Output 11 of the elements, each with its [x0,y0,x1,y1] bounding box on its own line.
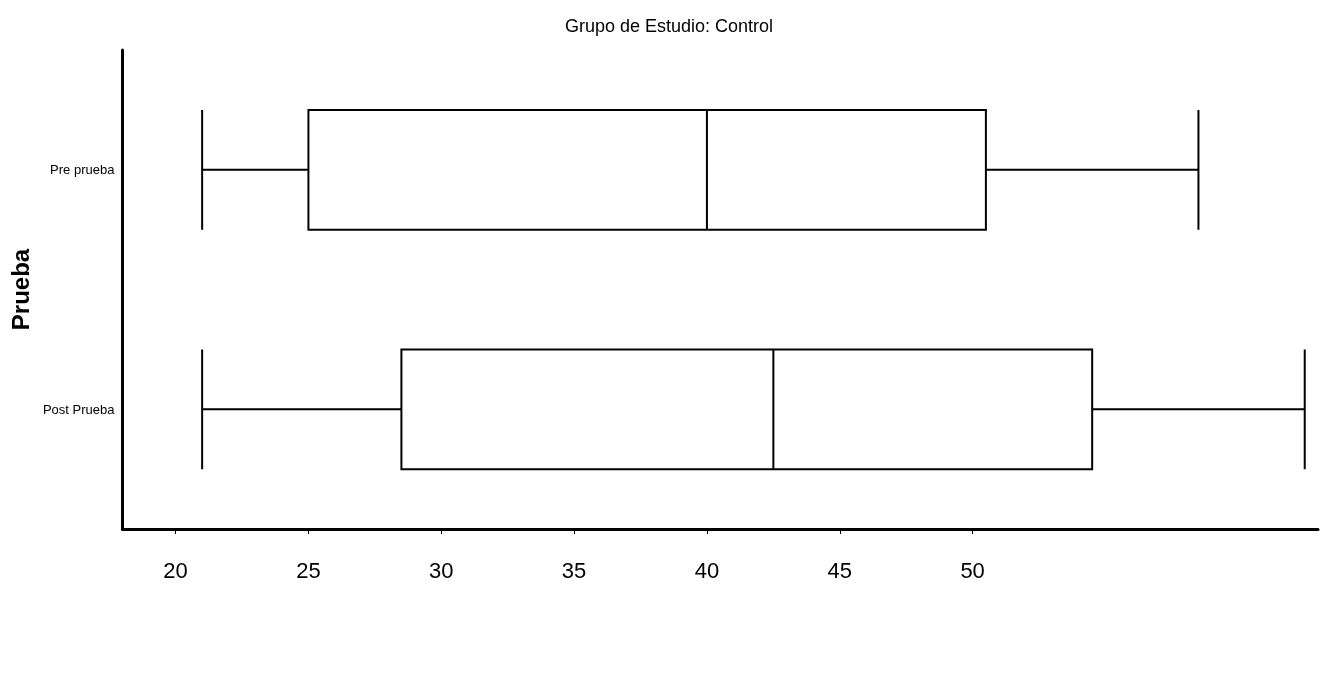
x-tick-label: 40 [694,557,720,583]
x-tick-label: 20 [163,557,188,583]
y-tick-label: Post Prueba [42,401,116,417]
x-tick-label: 50 [960,557,985,583]
x-tick-label: 30 [429,557,454,583]
y-tick-label: Pre prueba [50,162,116,178]
x-tick-label: 25 [296,557,321,583]
x-tick-label: 45 [827,557,853,583]
chart-title: Grupo de Estudio: Control [564,16,774,36]
y-axis-title: Prueba [6,248,34,331]
x-tick-label: 35 [561,557,587,583]
